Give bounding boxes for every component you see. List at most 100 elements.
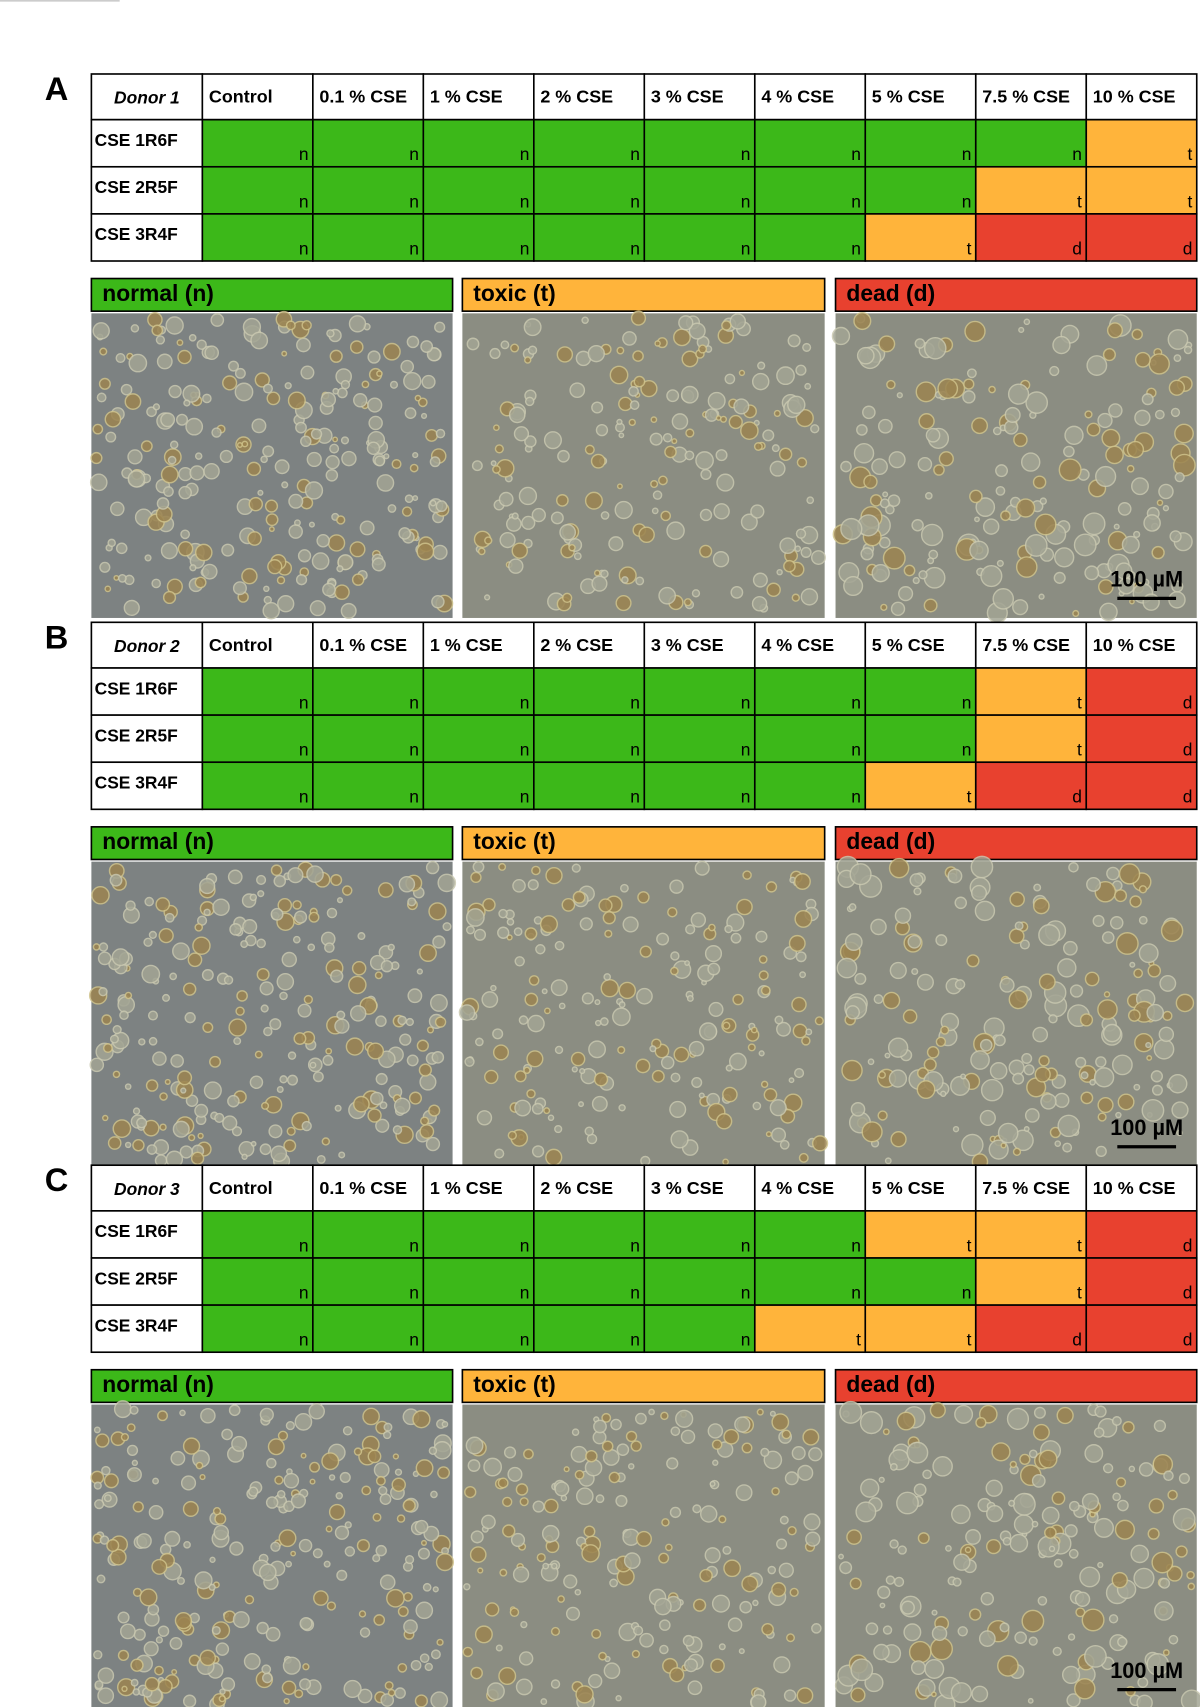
cell-blob bbox=[299, 1678, 312, 1691]
cell-blob bbox=[794, 1068, 805, 1079]
cell-blob bbox=[373, 1462, 390, 1478]
cell-blob bbox=[565, 1606, 580, 1621]
cell-blob bbox=[398, 527, 412, 540]
cell-blob bbox=[778, 447, 793, 462]
cell-blob bbox=[848, 903, 857, 912]
cell-blob bbox=[273, 874, 287, 888]
column-header: 0.1 % CSE bbox=[319, 635, 407, 655]
cell-blob bbox=[965, 1529, 982, 1545]
cell-blob bbox=[270, 864, 283, 877]
cell-blob bbox=[591, 575, 608, 592]
column-header: 2 % CSE bbox=[540, 87, 613, 107]
header-cell bbox=[90, 1164, 204, 1212]
cell-blob bbox=[1167, 329, 1189, 350]
status-code: d bbox=[1183, 1282, 1193, 1302]
cell-blob bbox=[838, 1553, 844, 1560]
cell-blob bbox=[194, 543, 213, 562]
cell-blob bbox=[707, 962, 721, 976]
cell-blob bbox=[760, 1447, 770, 1457]
cell-blob bbox=[839, 1561, 853, 1575]
cell-blob bbox=[287, 1051, 297, 1060]
cell-blob bbox=[669, 1100, 687, 1118]
cell-blob bbox=[1039, 497, 1047, 505]
cell-blob bbox=[93, 1650, 103, 1660]
cell-blob bbox=[192, 936, 211, 955]
row-label: CSE 1R6F bbox=[95, 1221, 178, 1241]
cell-blob bbox=[950, 1075, 971, 1096]
cell-blob bbox=[724, 373, 736, 385]
cell-blob bbox=[1117, 502, 1132, 516]
cell-blob bbox=[300, 1452, 307, 1459]
status-code: t bbox=[1077, 1282, 1082, 1302]
cell-blob bbox=[412, 1410, 431, 1429]
cell-blob bbox=[974, 900, 996, 922]
cell-blob bbox=[123, 599, 140, 617]
cell-blob bbox=[1019, 939, 1030, 950]
cell-blob bbox=[155, 335, 166, 345]
cell-blob bbox=[144, 896, 154, 907]
cell-blob bbox=[220, 1677, 236, 1692]
cell-blob bbox=[384, 1681, 394, 1691]
cell-blob bbox=[308, 911, 320, 923]
cell-blob bbox=[961, 1133, 984, 1157]
cell-blob bbox=[640, 1155, 651, 1167]
cell-blob bbox=[214, 1112, 225, 1124]
cell-blob bbox=[675, 1409, 694, 1428]
cell-blob bbox=[969, 540, 989, 561]
status-code: n bbox=[962, 693, 972, 713]
cell-blob bbox=[543, 1498, 559, 1514]
cell-blob bbox=[1054, 1140, 1062, 1148]
cell-blob bbox=[882, 491, 889, 498]
cell-blob bbox=[974, 516, 980, 523]
cell-blob bbox=[1141, 393, 1154, 406]
cell-blob bbox=[859, 1411, 883, 1435]
cell-blob bbox=[615, 594, 632, 612]
cell-blob bbox=[1102, 348, 1116, 362]
cell-blob bbox=[1129, 895, 1142, 908]
cell-blob bbox=[1097, 999, 1118, 1020]
cell-blob bbox=[527, 345, 538, 355]
cell-blob bbox=[169, 972, 178, 981]
cell-blob bbox=[328, 1503, 346, 1521]
status-code: n bbox=[851, 1235, 861, 1255]
cell-blob bbox=[896, 1491, 919, 1515]
cell-blob bbox=[322, 582, 336, 597]
cell-blob bbox=[359, 1627, 371, 1638]
cell-blob bbox=[361, 1485, 372, 1496]
cell-blob bbox=[157, 1410, 168, 1422]
cell-blob bbox=[763, 1450, 783, 1470]
cell-blob bbox=[808, 1447, 823, 1462]
legend-label: normal (n) bbox=[102, 1371, 214, 1397]
cell-blob bbox=[1098, 579, 1114, 595]
cell-blob bbox=[1162, 505, 1170, 512]
cell-blob bbox=[170, 1054, 184, 1068]
cell-blob bbox=[204, 345, 220, 361]
cell-blob bbox=[978, 1630, 996, 1648]
status-code: n bbox=[741, 1330, 751, 1350]
status-cell bbox=[643, 1257, 756, 1306]
micrograph-bg bbox=[462, 1404, 825, 1707]
cell-blob bbox=[625, 1430, 638, 1443]
cell-blob bbox=[924, 1658, 945, 1679]
cell-blob bbox=[512, 879, 526, 893]
cell-blob bbox=[604, 929, 613, 938]
cell-blob bbox=[951, 1504, 971, 1525]
cell-blob bbox=[1073, 533, 1097, 557]
cell-blob bbox=[349, 340, 364, 354]
cell-blob bbox=[406, 1054, 419, 1067]
cell-blob bbox=[769, 1099, 787, 1117]
row-label: CSE 1R6F bbox=[95, 130, 178, 150]
cell-blob bbox=[176, 413, 189, 426]
cell-blob bbox=[805, 1028, 813, 1036]
cell-blob bbox=[484, 1602, 500, 1617]
cell-blob bbox=[1143, 514, 1161, 532]
cell-blob bbox=[518, 1015, 529, 1025]
cell-blob bbox=[801, 1036, 811, 1046]
cell-blob bbox=[1027, 1697, 1034, 1704]
status-cell bbox=[864, 761, 977, 811]
cell-blob bbox=[185, 417, 204, 436]
cell-blob bbox=[1032, 1026, 1049, 1043]
status-cell bbox=[753, 118, 867, 168]
cell-blob bbox=[109, 873, 123, 887]
cell-blob bbox=[157, 1625, 170, 1637]
